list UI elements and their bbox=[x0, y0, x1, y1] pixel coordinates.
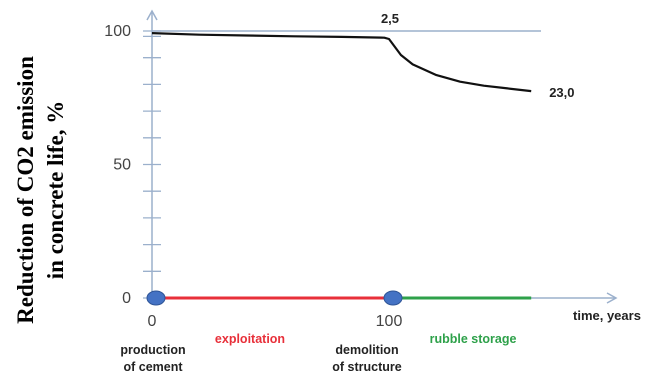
y-axis-label: Reduction of CO2 emission in concrete li… bbox=[13, 56, 68, 324]
co2-emission-line bbox=[151, 32, 532, 93]
x-tick-label: 0 bbox=[148, 313, 157, 330]
y-tick-label: 0 bbox=[122, 290, 131, 307]
data-label: 23,0 bbox=[549, 85, 574, 100]
data-label: 2,5 bbox=[381, 11, 399, 26]
phase-label: rubble storage bbox=[430, 332, 517, 346]
phase-label: of structure bbox=[332, 360, 402, 374]
plot-area: 2,5 23,0 bbox=[146, 11, 575, 306]
phase-label: demolition bbox=[335, 343, 398, 357]
phase-labels: production of cement exploitation demolitio… bbox=[120, 332, 516, 374]
milestone-marker bbox=[383, 290, 403, 306]
phase-label: production bbox=[120, 343, 185, 357]
y-axis-label-line1: Reduction of CO2 emission bbox=[13, 56, 38, 324]
y-axis-label-line2: in concrete life, % bbox=[43, 101, 68, 279]
x-axis-label: time, years bbox=[573, 308, 641, 323]
phase-label: exploitation bbox=[215, 332, 285, 346]
phase-label: of cement bbox=[123, 360, 183, 374]
x-axis-arrow bbox=[606, 292, 618, 304]
x-tick-label: 100 bbox=[376, 313, 403, 330]
milestone-marker bbox=[146, 290, 166, 306]
y-tick-label: 50 bbox=[113, 157, 131, 174]
y-axis-arrow bbox=[146, 9, 158, 21]
axes: 0 50 100 0 100 time, years bbox=[104, 9, 641, 330]
y-tick-label: 100 bbox=[104, 23, 131, 40]
